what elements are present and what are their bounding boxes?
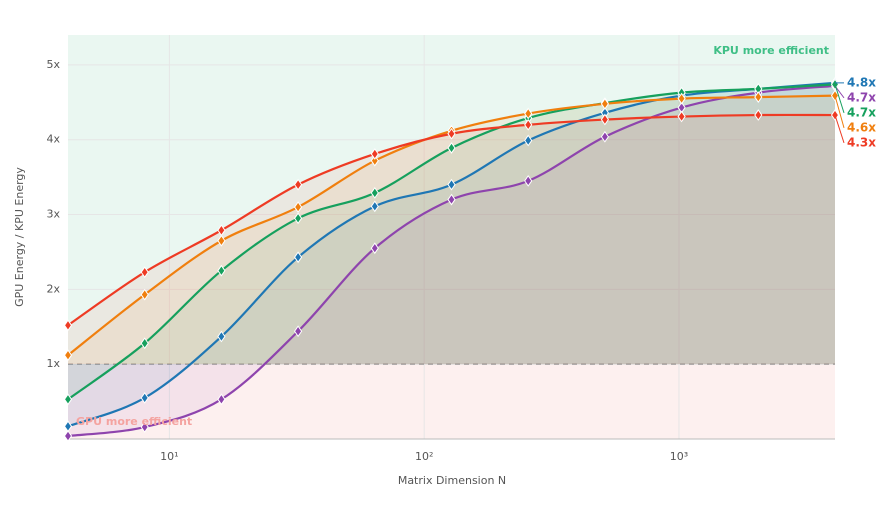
marker <box>524 107 533 120</box>
marker <box>63 349 73 362</box>
marker <box>63 319 73 332</box>
x-tick-label: 10³ <box>670 450 688 463</box>
series-line <box>67 113 836 327</box>
marker <box>63 430 73 442</box>
marker <box>677 92 686 105</box>
x-tick-label: 10² <box>415 450 433 463</box>
marker <box>63 393 73 406</box>
series-line <box>67 94 836 357</box>
y-tick-label: 3x <box>46 208 60 221</box>
marker <box>447 142 456 154</box>
y-tick-label: 1x <box>46 357 60 370</box>
annotation: KPU more efficient <box>713 44 829 57</box>
marker <box>293 325 303 338</box>
marker <box>524 134 533 147</box>
marker <box>677 110 686 123</box>
marker <box>370 200 379 213</box>
marker <box>293 201 303 213</box>
end-label: 4.7x <box>847 105 876 119</box>
series-line <box>67 81 836 428</box>
marker <box>600 97 610 110</box>
marker <box>370 242 379 255</box>
marker <box>524 118 533 131</box>
series-line <box>67 83 836 401</box>
marker <box>217 264 226 277</box>
marker <box>754 109 763 121</box>
marker <box>140 421 149 433</box>
series-area <box>68 84 835 400</box>
marker <box>140 288 149 301</box>
y-axis-title: GPU Energy / KPU Energy <box>13 167 26 307</box>
marker <box>293 251 303 264</box>
marker <box>217 224 226 237</box>
marker <box>140 391 149 404</box>
y-tick-label: 2x <box>46 282 60 295</box>
end-label: 4.3x <box>847 135 876 149</box>
series-area <box>68 114 835 365</box>
annotation: GPU more efficient <box>76 415 192 428</box>
y-tick-label: 4x <box>46 133 60 146</box>
marker <box>447 178 456 191</box>
label-connector <box>834 84 845 114</box>
marker <box>370 148 379 160</box>
marker <box>600 130 610 143</box>
x-tick-label: 10¹ <box>160 450 178 463</box>
series-area <box>68 82 835 427</box>
marker <box>217 234 226 247</box>
marker <box>217 393 226 406</box>
end-label: 4.8x <box>847 75 876 89</box>
marker <box>754 91 763 103</box>
x-axis-title: Matrix Dimension N <box>398 474 506 487</box>
efficient-region-bottom <box>68 364 835 439</box>
marker <box>293 178 303 191</box>
end-label: 4.6x <box>847 120 876 134</box>
end-label: 4.7x <box>847 90 876 104</box>
marker <box>524 175 533 187</box>
marker <box>370 154 379 167</box>
label-connector <box>834 114 845 144</box>
label-connector <box>834 95 845 129</box>
y-tick-label: 5x <box>46 58 60 71</box>
marker <box>293 212 303 225</box>
marker <box>140 266 149 279</box>
marker <box>600 113 610 126</box>
marker <box>140 337 149 350</box>
marker <box>447 193 456 206</box>
marker <box>370 186 379 199</box>
series-line <box>67 84 836 438</box>
marker <box>447 127 456 140</box>
series-area <box>68 85 835 437</box>
marker <box>217 330 226 343</box>
